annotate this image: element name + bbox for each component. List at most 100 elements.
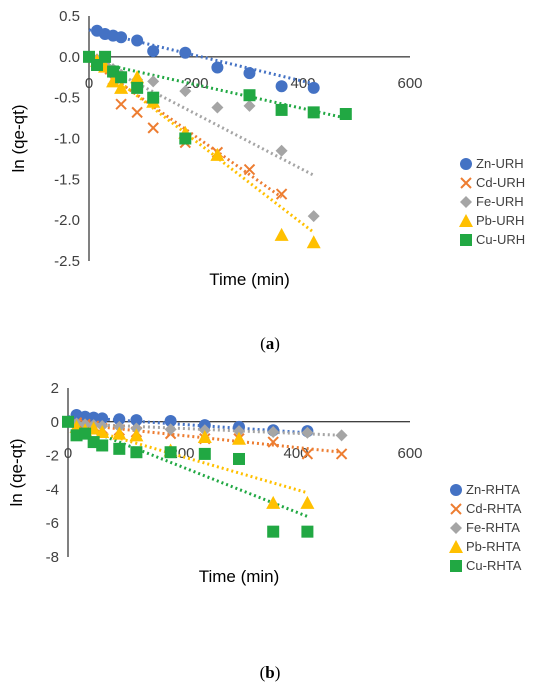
y-tick-label: -1.0: [54, 131, 80, 148]
y-tick-label: 0.0: [59, 49, 80, 66]
data-point-fe-rhta: [233, 425, 245, 438]
data-point-cu-urh: [99, 50, 112, 63]
legend-marker-cd-urh: [460, 177, 472, 189]
data-point-zn-urh: [275, 80, 288, 93]
y-tick-label: -1.5: [54, 171, 80, 188]
y-tick-label: -0.5: [54, 90, 80, 107]
y-tick-label: -2: [46, 448, 59, 465]
data-point-fe-urh: [147, 75, 160, 88]
legend-marker-cd-rhta: [450, 503, 462, 515]
data-point-cd-rhta: [301, 448, 314, 460]
trendline-cd-rhta: [67, 421, 342, 454]
data-point-zn-urh: [307, 81, 320, 94]
data-point-cu-urh: [147, 91, 160, 104]
legend-label-cu-rhta: Cu-RHTA: [466, 558, 522, 573]
data-point-cu-rhta: [233, 452, 245, 465]
legend-marker-pb-rhta: [449, 540, 463, 553]
legend-marker-fe-urh: [460, 196, 472, 208]
trendline-zn-urh: [88, 28, 315, 86]
y-tick-label: -2.5: [54, 253, 80, 270]
legend-label-pb-urh: Pb-URH: [476, 213, 524, 228]
legend-label-fe-rhta: Fe-RHTA: [466, 520, 520, 535]
x-tick-label: 0: [64, 445, 72, 462]
trendline-cd-urh: [88, 59, 283, 199]
chart-a: 0.50.0-0.5-1.0-1.5-2.0-2.50 200 400 600Time…: [9, 8, 525, 289]
data-point-fe-urh: [179, 85, 192, 98]
data-point-cd-urh: [243, 163, 256, 176]
data-point-fe-rhta: [164, 423, 177, 436]
y-tick-label: -2.0: [54, 212, 80, 229]
data-point-cd-urh: [275, 188, 288, 200]
caption-a: (a): [260, 334, 280, 353]
data-point-fe-rhta: [267, 425, 280, 438]
data-point-cu-urh: [131, 81, 144, 94]
legend-marker-zn-rhta: [450, 484, 462, 496]
x-axis-title: Time (min): [199, 567, 280, 586]
data-point-fe-urh: [243, 99, 256, 112]
y-tick-label: 2: [51, 380, 59, 397]
trendline-cu-urh: [88, 59, 347, 120]
legend-marker-fe-rhta: [450, 522, 462, 534]
legend-marker-zn-urh: [460, 158, 472, 170]
data-point-cu-rhta: [301, 525, 314, 538]
trendline-pb-urh: [88, 57, 315, 234]
data-point-pb-rhta: [112, 426, 127, 440]
data-point-cd-urh: [131, 106, 143, 119]
x-axis-title: Time (min): [209, 270, 290, 289]
data-point-pb-urh: [106, 74, 121, 88]
x-tick-label: 600: [397, 75, 422, 92]
data-point-cu-rhta: [267, 525, 280, 538]
data-point-pb-rhta: [300, 495, 315, 509]
data-point-cu-urh: [275, 103, 288, 116]
data-point-pb-urh: [274, 227, 289, 241]
legend-label-cu-urh: Cu-URH: [476, 232, 525, 247]
data-point-zn-urh: [179, 46, 192, 59]
data-point-fe-urh: [275, 144, 288, 157]
data-point-zn-rhta: [130, 414, 143, 427]
data-point-zn-urh: [243, 67, 256, 80]
y-tick-label: 0: [51, 414, 59, 431]
y-axis-title: ln (qe-qt): [7, 438, 26, 506]
data-point-cu-rhta: [130, 446, 143, 459]
legend-label-zn-urh: Zn-URH: [476, 156, 524, 171]
data-point-cu-urh: [115, 71, 128, 84]
legend-label-cd-rhta: Cd-RHTA: [466, 501, 522, 516]
y-axis-title: ln (qe-qt): [9, 104, 28, 172]
data-point-cu-rhta: [198, 447, 211, 460]
data-point-cu-rhta: [96, 439, 109, 452]
data-point-pb-urh: [306, 235, 321, 249]
x-tick-label: 200: [183, 75, 208, 92]
data-point-zn-urh: [115, 31, 128, 44]
y-tick-label: -6: [46, 515, 59, 532]
data-point-cu-urh: [339, 108, 352, 120]
legend-label-cd-urh: Cd-URH: [476, 175, 525, 190]
data-point-fe-urh: [307, 210, 320, 223]
data-point-cu-rhta: [113, 442, 126, 455]
y-tick-label: -8: [46, 549, 59, 566]
data-point-fe-urh: [211, 101, 224, 114]
data-point-pb-rhta: [232, 431, 246, 445]
legend-label-zn-rhta: Zn-RHTA: [466, 482, 520, 497]
data-point-pb-rhta: [266, 495, 281, 509]
data-point-zn-rhta: [96, 412, 109, 425]
caption-b: (b): [260, 663, 281, 682]
data-point-pb-urh: [210, 147, 225, 161]
data-point-zn-urh: [131, 34, 144, 47]
data-point-cu-urh: [307, 106, 320, 119]
data-point-pb-rhta: [197, 430, 212, 444]
x-tick-label: 600: [397, 445, 422, 462]
data-point-cd-urh: [147, 122, 159, 134]
data-point-pb-rhta: [95, 424, 110, 438]
data-point-zn-rhta: [164, 414, 177, 427]
data-point-fe-rhta: [335, 429, 348, 442]
data-point-zn-urh: [147, 45, 160, 58]
data-point-pb-urh: [130, 70, 145, 84]
legend-marker-pb-urh: [459, 214, 473, 227]
legend-marker-cu-rhta: [450, 560, 462, 572]
legend-label-fe-urh: Fe-URH: [476, 194, 524, 209]
trendline-pb-rhta: [67, 422, 308, 495]
data-point-cu-urh: [243, 89, 256, 102]
legend-marker-cu-urh: [460, 234, 472, 246]
